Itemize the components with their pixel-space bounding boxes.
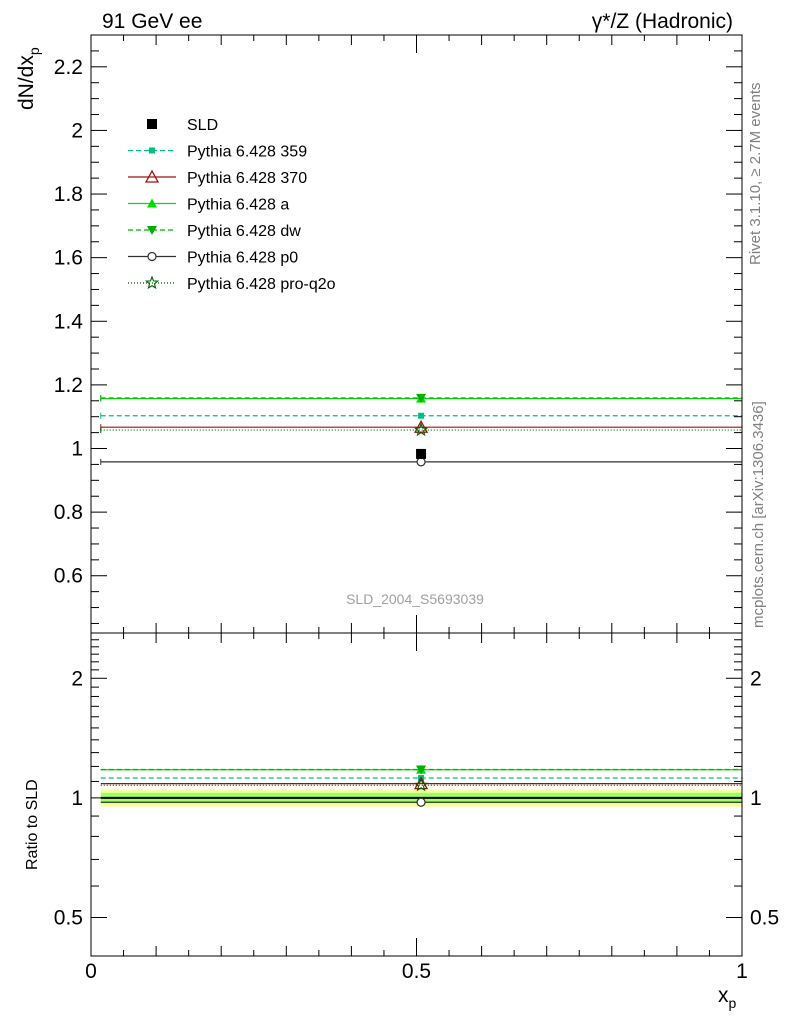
main-series-point: [416, 393, 427, 403]
main-ytick-label: 1: [71, 438, 83, 461]
legend-label: SLD: [187, 117, 218, 134]
legend: SLD Pythia 6.428 359 Pythia 6.428 370 Pythi…: [128, 117, 336, 293]
x-axis-title: xp: [718, 984, 737, 1011]
ratio-ylabel: Ratio to SLD: [24, 779, 41, 870]
main-series-point: [416, 457, 426, 467]
legend-label: Pythia 6.428 370: [187, 170, 307, 187]
main-ytick-label: 1.6: [54, 247, 83, 270]
ratio-series-point: [416, 797, 426, 807]
legend-marker: [144, 169, 160, 183]
ratio-ytick-label-right: 0.5: [750, 906, 779, 929]
main-ytick-label: 1.8: [54, 183, 83, 206]
data-point-sld: [416, 448, 427, 459]
ratio-ytick-label: 0.5: [54, 906, 83, 929]
main-ytick-label: 1.4: [54, 310, 84, 333]
ratio-ytick-label-right: 1: [750, 787, 762, 810]
main-ytick-label: 2.2: [54, 56, 83, 79]
ratio-ytick-label-right: 2: [750, 667, 762, 690]
main-ytick-label: 0.6: [54, 565, 83, 588]
main-series-layer: [100, 393, 743, 467]
main-ylabel: dN/dxp: [15, 47, 42, 110]
legend-marker: [147, 226, 157, 235]
ratio-ytick-label: 1: [71, 787, 83, 810]
legend-marker: [149, 147, 155, 154]
ratio-frame: [90, 632, 743, 957]
main-series-point: [418, 412, 425, 419]
ratio-ytick-label: 2: [71, 667, 83, 690]
legend-item: Pythia 6.428 359: [128, 144, 307, 161]
main-ytick-label: 1.2: [54, 374, 83, 397]
legend-item: Pythia 6.428 a: [128, 197, 289, 214]
legend-item: Pythia 6.428 370: [128, 169, 307, 187]
legend-label: Pythia 6.428 p0: [187, 250, 298, 267]
xtick-label: 1: [736, 960, 748, 983]
legend-marker: [144, 275, 160, 290]
legend-marker: [147, 198, 157, 208]
legend-item-sld: SLD: [147, 117, 218, 134]
xtick-label: 0: [85, 960, 97, 983]
legend-item: Pythia 6.428 dw: [128, 223, 301, 240]
legend-item: Pythia 6.428 p0: [128, 250, 298, 267]
legend-label: Pythia 6.428 dw: [187, 223, 301, 240]
legend-label: Pythia 6.428 a: [187, 197, 289, 214]
main-ytick-label: 2: [71, 119, 83, 142]
legend-item: Pythia 6.428 pro-q2o: [128, 275, 336, 293]
rivet-label: Rivet 3.1.10, ≥ 2.7M events: [747, 83, 764, 266]
ratio-series-point: [416, 765, 427, 775]
legend-marker-sld: [147, 119, 157, 129]
header-right: γ*/Z (Hadronic): [592, 10, 733, 33]
axes-layer: 0.6 0.8 1 1.2 1.4 1.6 1.8 2 2.2 0 0.5 1 0.5 0.5 1 1 2 2: [54, 35, 779, 983]
header-left: 91 GeV ee: [102, 10, 202, 33]
xtick-label: 0.5: [402, 960, 431, 983]
legend-label: Pythia 6.428 pro-q2o: [187, 276, 336, 293]
mcplots-label: mcplots.cern.ch [arXiv:1306.3436]: [750, 401, 767, 628]
ratio-series-layer: [100, 764, 742, 807]
legend-label: Pythia 6.428 359: [187, 144, 307, 161]
legend-marker: [147, 251, 157, 262]
main-ytick-label: 0.8: [54, 501, 83, 524]
ratio-series-point: [413, 777, 429, 792]
main-series-point: [413, 422, 429, 437]
watermark: SLD_2004_S5693039: [346, 591, 484, 607]
